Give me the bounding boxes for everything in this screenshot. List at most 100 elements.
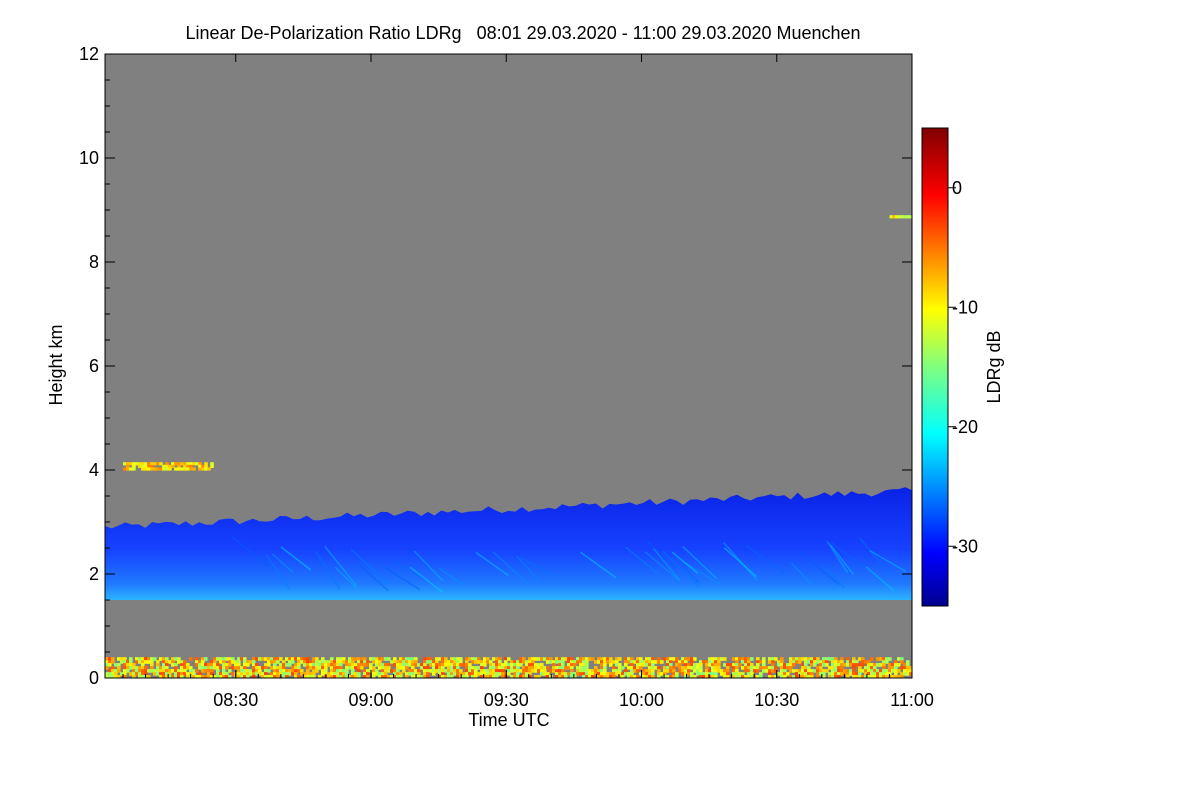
region-cell [585, 660, 589, 664]
region-cell [882, 675, 886, 678]
region-cell [135, 666, 139, 670]
region-cell [174, 669, 178, 673]
region-cell [762, 669, 766, 673]
region-cell [156, 672, 160, 676]
region-cell [840, 657, 844, 661]
region-cell [348, 663, 352, 667]
region-cell [648, 672, 652, 676]
region-cell [876, 657, 880, 661]
region-cell [435, 660, 439, 664]
region-cell [750, 666, 754, 670]
region-cell [468, 663, 472, 667]
region-cell [711, 666, 715, 670]
region-cell [657, 669, 661, 673]
region-cell [480, 666, 484, 670]
region-cell [624, 672, 628, 676]
region-cell [864, 669, 868, 673]
region-cell [324, 666, 328, 670]
region-cell [264, 672, 268, 676]
region-cell [900, 660, 904, 664]
region-cell [570, 672, 574, 676]
region-cell [495, 663, 499, 667]
region-cell [306, 675, 310, 678]
region-cell [651, 666, 655, 670]
region-cell [909, 215, 912, 219]
region-cell [567, 672, 571, 676]
region-cell [180, 672, 184, 676]
region-cell [171, 462, 175, 466]
region-cell [501, 672, 505, 676]
region-cell [117, 669, 121, 673]
region-cell [426, 672, 430, 676]
region-cell [552, 669, 556, 673]
region-cell [435, 666, 439, 670]
region-cell [894, 675, 898, 678]
region-cell [450, 672, 454, 676]
region-cell [363, 669, 367, 673]
region-cell [165, 462, 169, 466]
region-cell [375, 657, 379, 661]
region-cell [687, 666, 691, 670]
region-cell [603, 660, 607, 664]
region-cell [210, 462, 214, 466]
region-cell [252, 675, 256, 678]
region-cell [204, 464, 208, 468]
region-cell [147, 669, 151, 673]
region-cell [867, 669, 871, 673]
region-cell [816, 657, 820, 661]
region-cell [306, 660, 310, 664]
region-cell [753, 669, 757, 673]
region-cell [264, 675, 268, 678]
region-cell [225, 672, 229, 676]
region-cell [162, 660, 166, 664]
region-cell [387, 675, 391, 678]
region-cell [276, 657, 280, 661]
region-cell [711, 660, 715, 664]
region-cell [474, 660, 478, 664]
region-cell [150, 669, 154, 673]
region-cell [111, 669, 115, 673]
region-cell [270, 657, 274, 661]
region-cell [120, 660, 124, 664]
region-cell [570, 666, 574, 670]
region-cell [426, 669, 430, 673]
region-cell [576, 660, 580, 664]
region-cell [750, 663, 754, 667]
region-cell [159, 672, 163, 676]
region-cell [846, 660, 850, 664]
colorbar-gradient [921, 127, 949, 607]
region-cell [630, 663, 634, 667]
region-cell [657, 666, 661, 670]
region-cell [144, 666, 148, 670]
region-cell [744, 660, 748, 664]
region-cell [612, 675, 616, 678]
region-cell [405, 663, 409, 667]
region-cell [663, 657, 667, 661]
region-cell [540, 663, 544, 667]
region-cell [138, 657, 142, 661]
region-cell [156, 660, 160, 664]
region-cell [531, 663, 535, 667]
region-cell [675, 663, 679, 667]
region-cell [750, 669, 754, 673]
region-cell [396, 669, 400, 673]
region-cell [783, 669, 787, 673]
region-cell [849, 669, 853, 673]
region-cell [324, 663, 328, 667]
region-cell [639, 660, 643, 664]
region-cell [699, 672, 703, 676]
region-cell [252, 672, 256, 676]
region-cell [771, 660, 775, 664]
region-cell [889, 215, 893, 219]
region-cell [711, 675, 715, 678]
region-cell [207, 467, 211, 471]
region-cell [753, 666, 757, 670]
region-cell [648, 675, 652, 678]
region-cell [873, 666, 877, 670]
region-cell [615, 663, 619, 667]
region-cell [438, 669, 442, 673]
region-cell [834, 660, 838, 664]
region-cell [396, 672, 400, 676]
region-cell [615, 660, 619, 664]
region-cell [726, 669, 730, 673]
